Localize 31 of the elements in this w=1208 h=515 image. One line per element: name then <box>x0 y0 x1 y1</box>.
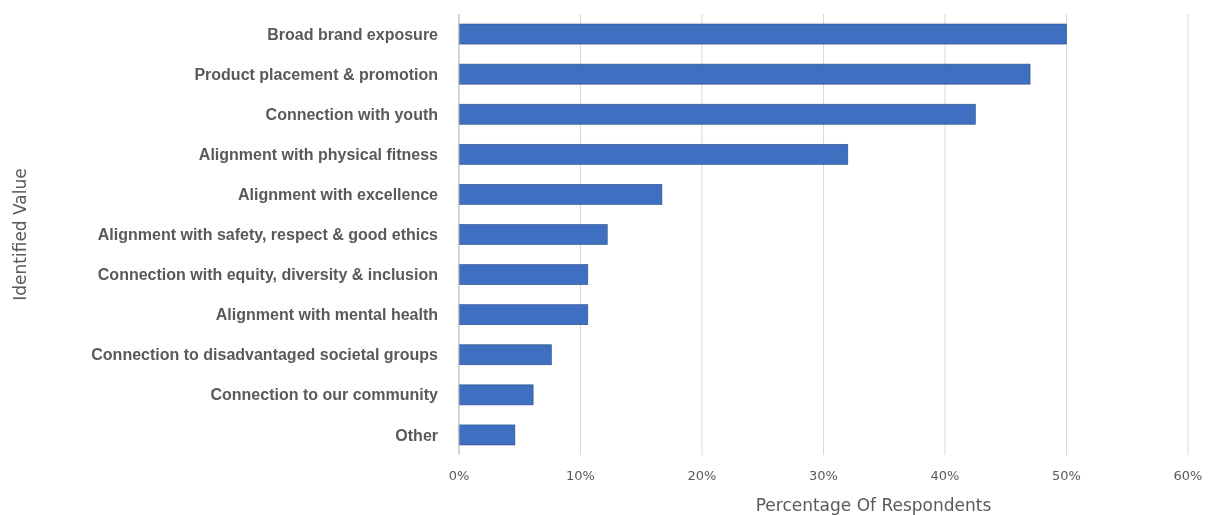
x-tick-label: 10% <box>566 468 595 483</box>
y-tick-label: Other <box>395 426 438 444</box>
bar <box>458 143 849 165</box>
bar <box>458 103 976 125</box>
y-tick-label: Connection to our community <box>210 386 439 404</box>
x-axis-title: Percentage Of Respondents <box>755 495 992 515</box>
bar <box>458 224 608 245</box>
x-tick-label: 20% <box>687 468 717 483</box>
bar <box>458 63 1031 85</box>
y-tick-label: Alignment with excellence <box>237 186 439 204</box>
bar <box>458 304 589 325</box>
bar <box>458 424 516 446</box>
y-tick-label: Connection with equity, diversity & inclusion <box>97 266 438 284</box>
y-tick-label: Connection to disadvantaged societal groups <box>91 346 439 364</box>
bar <box>458 344 552 366</box>
y-tick-label: Product placement & promotion <box>194 65 438 83</box>
y-tick-label: Alignment with mental health <box>215 306 438 324</box>
bar <box>458 184 663 205</box>
y-tick-label: Broad brand exposure <box>267 25 439 43</box>
x-tick-label: 40% <box>930 468 960 483</box>
bar <box>458 384 534 406</box>
bar <box>458 23 1067 45</box>
x-tick-label: 50% <box>1052 468 1081 483</box>
y-tick-label: Connection with youth <box>265 105 438 123</box>
y-tick-label: Alignment with physical fitness <box>198 145 439 163</box>
y-tick-label: Alignment with safety, respect & good ethics <box>97 226 439 244</box>
bar <box>458 264 589 285</box>
x-tick-label: 0% <box>448 468 470 483</box>
x-tick-label: 30% <box>809 468 838 483</box>
y-axis-title: Identified Value <box>10 168 30 301</box>
x-tick-label: 60% <box>1173 468 1203 483</box>
